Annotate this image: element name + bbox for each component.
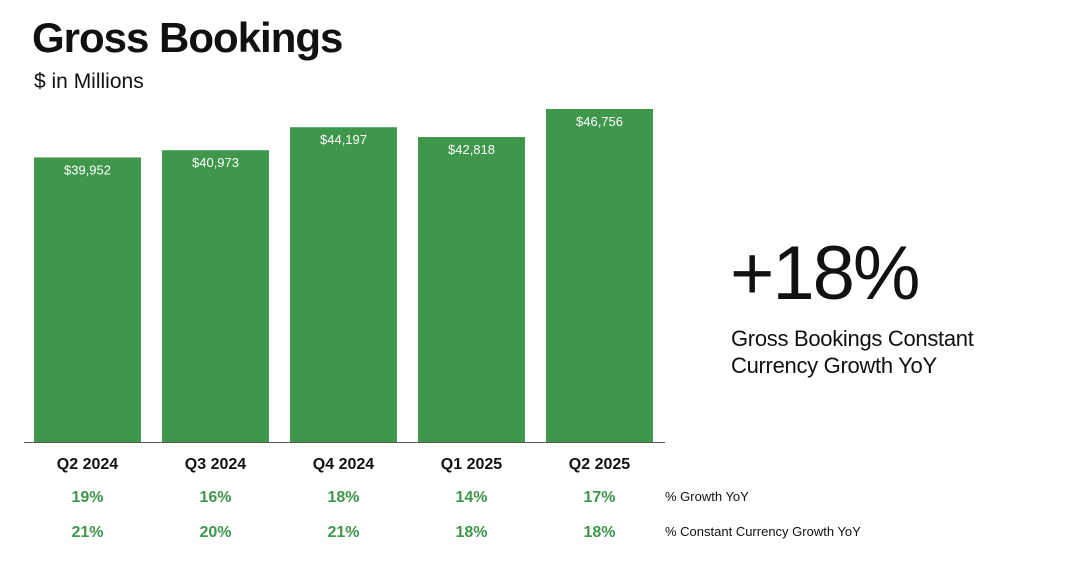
- growth-yoy-row-label: % Growth YoY: [665, 489, 749, 504]
- bar-value-label: $42,818: [448, 142, 495, 157]
- growth-yoy-value: 19%: [71, 489, 103, 506]
- constant-currency-growth-value: 21%: [327, 524, 359, 541]
- page-title: Gross Bookings: [32, 14, 343, 61]
- growth-yoy-value: 16%: [199, 489, 231, 506]
- x-tick-label: Q2 2025: [569, 456, 630, 473]
- bar-5: [546, 109, 653, 442]
- x-tick-label: Q2 2024: [57, 456, 118, 473]
- constant-currency-growth-value: 21%: [71, 524, 103, 541]
- x-tick-label: Q1 2025: [441, 456, 502, 473]
- kpi-value: +18%: [730, 231, 920, 316]
- growth-yoy-value: 18%: [327, 489, 359, 506]
- growth-yoy-value: 17%: [583, 489, 615, 506]
- constant-currency-growth-value: 18%: [583, 524, 615, 541]
- constant-currency-growth-row-label: % Constant Currency Growth YoY: [665, 524, 861, 539]
- bar-4: [418, 137, 525, 442]
- bar-value-label: $44,197: [320, 132, 367, 147]
- bar-1: [34, 157, 141, 443]
- bar-value-label: $46,756: [576, 114, 623, 129]
- bar-3: [290, 127, 397, 442]
- constant-currency-growth-value: 20%: [199, 524, 231, 541]
- bar-2: [162, 150, 269, 442]
- page-subtitle: $ in Millions: [34, 70, 144, 93]
- x-tick-label: Q4 2024: [313, 456, 374, 473]
- growth-yoy-value: 14%: [455, 489, 487, 506]
- bar-value-label: $40,973: [192, 155, 239, 170]
- constant-currency-growth-value: 18%: [455, 524, 487, 541]
- x-tick-label: Q3 2024: [185, 456, 246, 473]
- bar-value-label: $39,952: [64, 162, 111, 177]
- kpi-caption: Gross Bookings Constant Currency Growth …: [731, 326, 974, 378]
